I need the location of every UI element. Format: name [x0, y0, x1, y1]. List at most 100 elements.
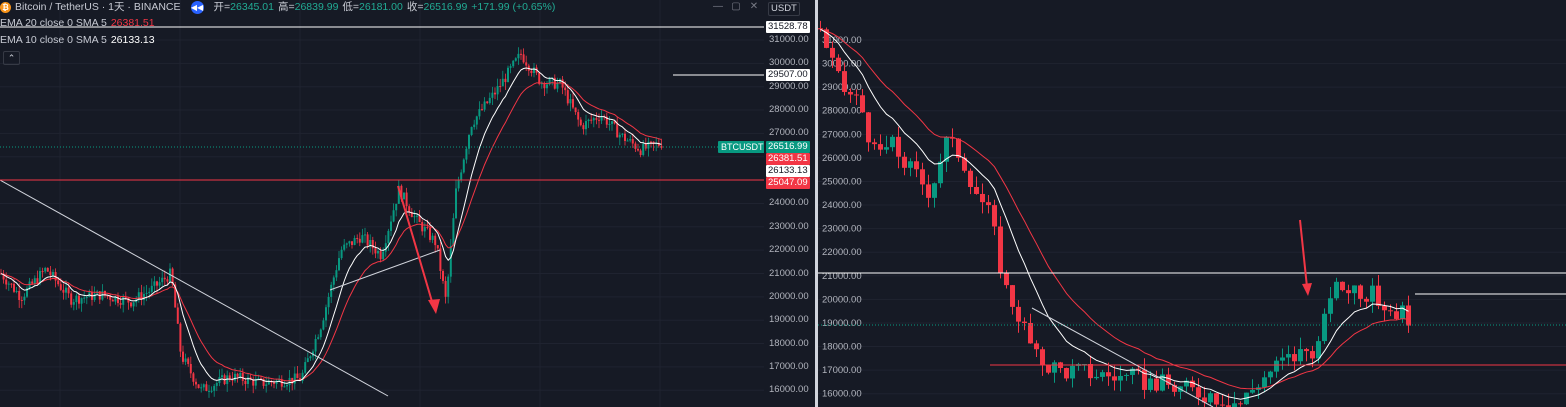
ema20-line: [0, 82, 662, 382]
candle-body: [145, 292, 148, 294]
candle-body: [244, 380, 247, 384]
candle-body: [78, 295, 80, 304]
candle-body: [530, 70, 533, 74]
candle-body: [403, 192, 405, 200]
candle-body: [1046, 365, 1051, 373]
price-tick-label: 25000.00: [822, 176, 862, 187]
symbol-price-tag: BTCUSDT: [718, 141, 767, 153]
price-tick-label: 28000.00: [769, 104, 809, 116]
candle-body: [371, 239, 374, 249]
right-chart-canvas[interactable]: 31000.0030000.0029000.0028000.0027000.00…: [818, 0, 1566, 407]
candle-body: [624, 133, 626, 141]
candle-body: [1322, 313, 1327, 342]
candle-body: [1094, 376, 1099, 379]
candle-body: [540, 83, 543, 85]
candle-body: [1106, 372, 1111, 377]
candle-body: [896, 136, 901, 157]
candle-body: [397, 185, 400, 204]
price-tick-label: 20000.00: [822, 294, 862, 305]
candle-body: [1040, 349, 1045, 366]
price-tick-label: 29000.00: [769, 80, 809, 92]
candle-body: [1346, 290, 1351, 294]
candle-body: [872, 142, 877, 145]
price-tick-label: 27000.00: [769, 127, 809, 139]
candle-body: [426, 227, 429, 229]
price-tick-label: 22000.00: [822, 247, 862, 258]
price-axis[interactable]: USDT 31000.00 30000.00 29000.00 28000.00 270…: [764, 0, 815, 407]
candle-body: [132, 302, 135, 307]
candle-body: [866, 112, 871, 143]
candle-body: [80, 298, 83, 304]
candle-body: [854, 94, 859, 96]
collapse-legend-button[interactable]: ⌃: [3, 51, 20, 65]
candle-body: [1382, 305, 1387, 311]
candle-body: [174, 284, 177, 308]
candle-body: [465, 148, 468, 160]
candle-body: [1292, 354, 1297, 362]
pane-divider[interactable]: [815, 0, 818, 407]
candle-body: [512, 60, 515, 67]
minimize-icon[interactable]: —: [713, 1, 723, 12]
candle-body: [914, 161, 919, 170]
candle-body: [304, 362, 307, 373]
currency-button[interactable]: USDT: [768, 2, 800, 16]
candle-body: [410, 212, 413, 218]
candle-body: [70, 293, 73, 305]
candle-body: [548, 78, 551, 85]
ema10-legend[interactable]: EMA 10 close 0 SMA 5 26133.13: [0, 33, 155, 47]
ema20-value: 26381.51: [110, 17, 155, 29]
candle-body: [109, 296, 112, 300]
candle-body: [818, 28, 823, 30]
candle-body: [59, 284, 62, 290]
candle-body: [418, 215, 421, 223]
candle-body: [626, 140, 629, 142]
candle-body: [1334, 281, 1339, 299]
ema10-label: EMA 10 close 0 SMA 5: [0, 34, 107, 46]
candle-body: [483, 101, 486, 110]
right-chart-pane[interactable]: 31000.00 30000.00 29000.00 28000.00 27000.00…: [818, 0, 1566, 407]
open-value: 26345.01: [230, 1, 274, 13]
candle-body: [1118, 375, 1123, 381]
candle-body: [434, 235, 437, 246]
candle-body: [215, 382, 218, 386]
candle-body: [525, 62, 528, 66]
candle-body: [642, 143, 645, 155]
candle-body: [369, 239, 372, 246]
candle-body: [400, 185, 403, 200]
candle-body: [184, 358, 187, 362]
candle-body: [848, 91, 853, 95]
maximize-icon[interactable]: ▢: [731, 1, 741, 12]
candle-body: [504, 78, 507, 83]
left-chart-canvas[interactable]: [0, 0, 765, 407]
candle-body: [322, 320, 325, 330]
candle-body: [124, 296, 127, 298]
close-icon[interactable]: ✕: [749, 1, 759, 12]
price-tick-label: 23000.00: [822, 224, 862, 235]
low-label: 低=: [342, 1, 360, 13]
candle-body: [1316, 341, 1321, 359]
candle-body: [65, 287, 67, 293]
candle-body: [1154, 378, 1159, 391]
candle-body: [1280, 357, 1285, 361]
candle-body: [473, 124, 476, 128]
candle-body: [592, 118, 595, 121]
candle-body: [600, 116, 603, 121]
ema20-legend[interactable]: EMA 20 close 0 SMA 5 26381.51: [0, 16, 155, 30]
candle-body: [252, 379, 255, 386]
candle-body: [1220, 404, 1225, 406]
symbol-title[interactable]: Bitcoin / TetherUS · 1天 · BINANCE: [15, 1, 181, 13]
candle-body: [273, 382, 275, 384]
candle-body: [189, 363, 192, 374]
price-tick-label: 20000.00: [769, 290, 809, 302]
candle-body: [1022, 321, 1027, 324]
candle-body: [842, 71, 847, 92]
candle-body: [1388, 310, 1393, 312]
left-chart-pane[interactable]: ₿ Bitcoin / TetherUS · 1天 · BINANCE ◀◀ 开…: [0, 0, 815, 407]
candle-body: [286, 385, 288, 387]
candle-body: [634, 143, 637, 149]
price-tick-label: 30000.00: [769, 57, 809, 69]
candle-body: [13, 283, 15, 292]
candle-body: [299, 378, 301, 381]
replay-icon[interactable]: ◀◀: [190, 0, 204, 14]
candle-body: [392, 210, 395, 222]
